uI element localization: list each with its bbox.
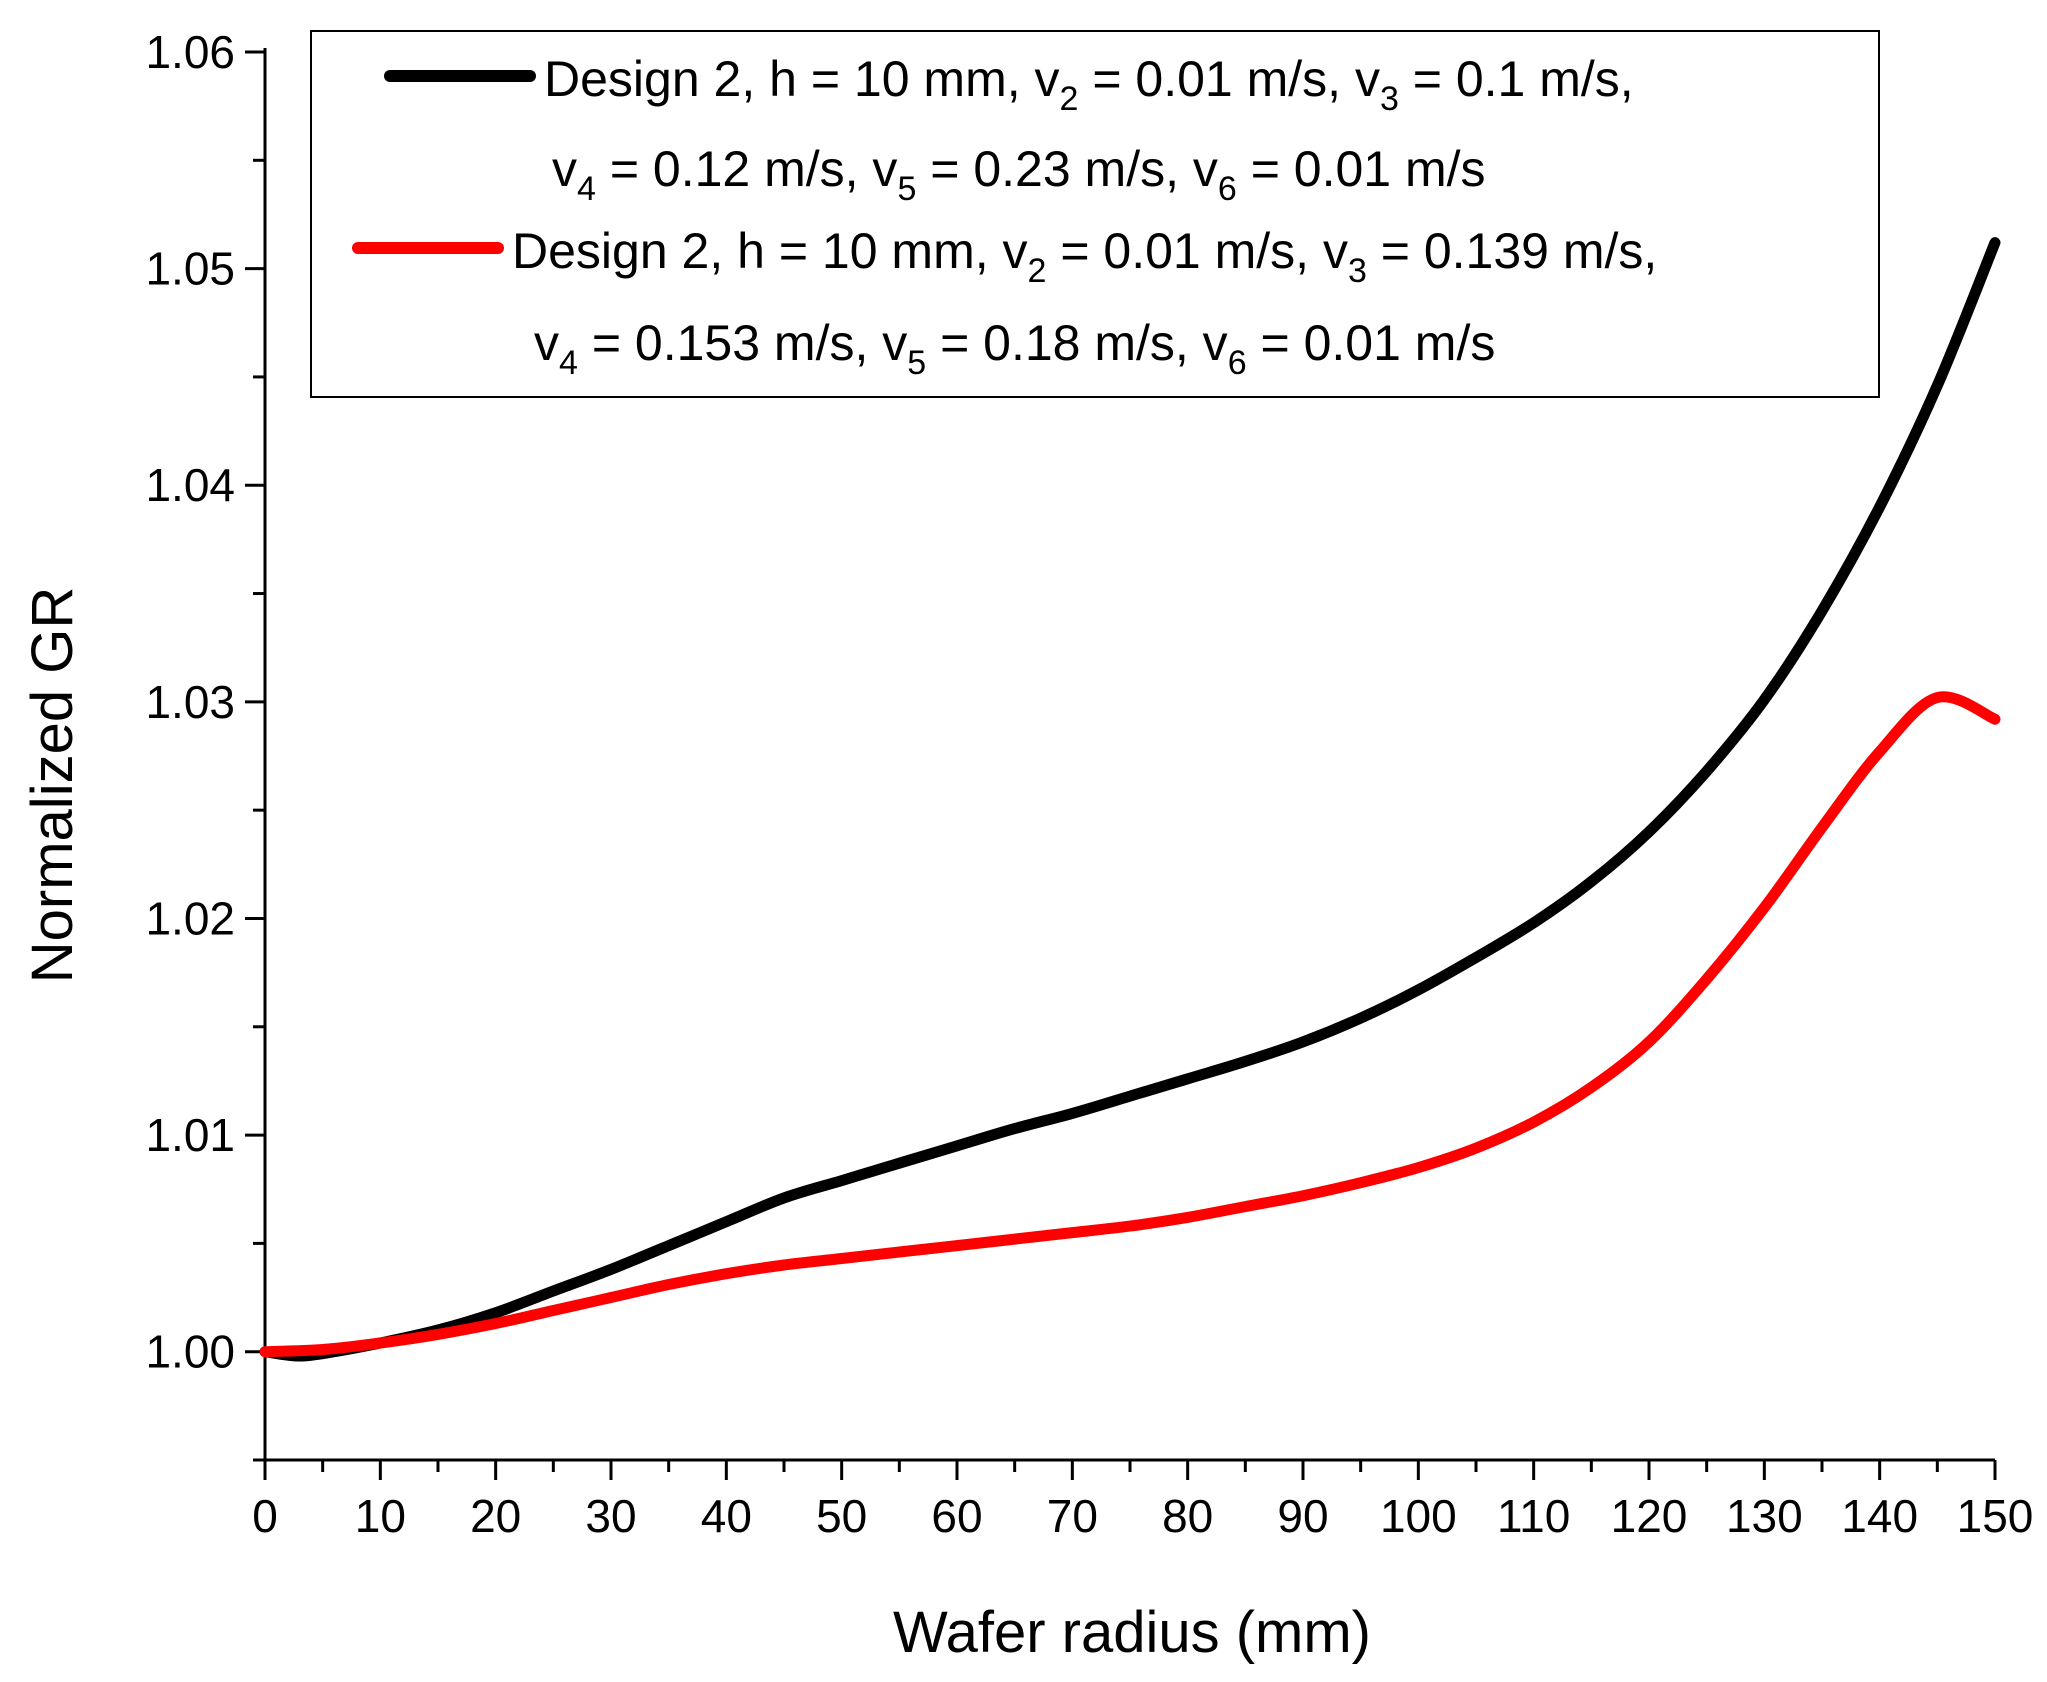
x-axis-label: Wafer radius (mm) (893, 1600, 1371, 1665)
y-axis-label: Normalized GR (20, 587, 85, 983)
x-tick-label: 20 (470, 1490, 521, 1542)
legend-entry-black: Design 2, h = 10 mm, v2 = 0.01 m/s, v3 =… (312, 32, 1882, 212)
x-tick-label: 80 (1162, 1490, 1213, 1542)
y-tick-label: 1.04 (145, 459, 235, 511)
x-tick-label: 10 (355, 1490, 406, 1542)
series-group (259, 237, 2001, 1362)
x-tick-label: 70 (1047, 1490, 1098, 1542)
x-tick-label: 60 (931, 1490, 982, 1542)
legend-text-line2: v4 = 0.153 m/s, v5 = 0.18 m/s, v6 = 0.01… (534, 315, 1496, 382)
x-tick-label: 150 (1957, 1490, 2034, 1542)
legend-text-line2: v4 = 0.12 m/s, v5 = 0.23 m/s, v6 = 0.01 … (552, 141, 1486, 208)
legend: Design 2, h = 10 mm, v2 = 0.01 m/s, v3 =… (310, 30, 1880, 398)
legend-text-line1: Design 2, h = 10 mm, v2 = 0.01 m/s, v3 =… (512, 223, 1658, 290)
legend-entry-red: Design 2, h = 10 mm, v2 = 0.01 m/s, v3 =… (312, 210, 1882, 390)
x-tick-label: 40 (701, 1490, 752, 1542)
x-tick-label: 90 (1277, 1490, 1328, 1542)
x-tick-label: 110 (1497, 1490, 1570, 1542)
series-line-red (259, 691, 2001, 1358)
y-tick-label: 1.03 (145, 676, 235, 728)
y-tick-label: 1.02 (145, 892, 235, 944)
y-tick-label: 1.00 (145, 1326, 235, 1378)
legend-swatch-red (352, 242, 504, 254)
y-tick-label: 1.01 (145, 1109, 235, 1161)
x-tick-label: 100 (1380, 1490, 1457, 1542)
y-tick-label: 1.06 (145, 26, 235, 78)
x-tick-label: 30 (585, 1490, 636, 1542)
legend-swatch-black (384, 70, 536, 82)
x-tick-label: 50 (816, 1490, 867, 1542)
x-tick-label: 130 (1726, 1490, 1803, 1542)
x-tick-label: 0 (252, 1490, 278, 1542)
legend-text-line1: Design 2, h = 10 mm, v2 = 0.01 m/s, v3 =… (544, 51, 1634, 118)
x-tick-label: 120 (1611, 1490, 1688, 1542)
x-tick-label: 140 (1841, 1490, 1918, 1542)
series-line-black (259, 237, 2001, 1362)
y-tick-label: 1.05 (145, 243, 235, 295)
axes-group: 0 10 20 30 40 50 60 70 80 90 100 110 120 130 140 150 1.0… (145, 26, 2033, 1542)
